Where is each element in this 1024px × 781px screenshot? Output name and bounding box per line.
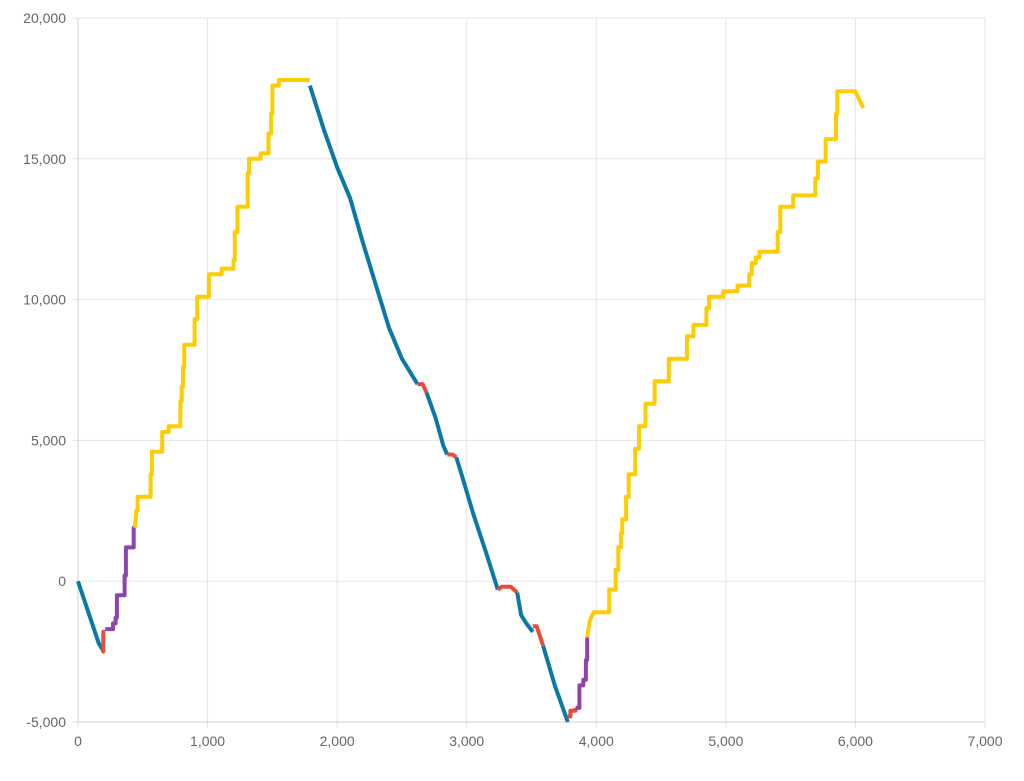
series-segment-blue bbox=[424, 391, 450, 456]
series-segment-yellow bbox=[133, 78, 310, 528]
y-tick-label: 15,000 bbox=[23, 151, 66, 167]
series-segment-red bbox=[567, 707, 578, 719]
series-segment-blue bbox=[541, 645, 570, 723]
series-lines bbox=[76, 78, 866, 723]
y-tick-label: 20,000 bbox=[23, 10, 66, 26]
y-tick-label: -5,000 bbox=[26, 714, 66, 730]
x-tick-label: 5,000 bbox=[708, 733, 743, 749]
series-segment-blue bbox=[454, 456, 500, 591]
x-tick-label: 7,000 bbox=[967, 733, 1002, 749]
series-segment-purple bbox=[105, 525, 136, 632]
series-segment-yellow bbox=[585, 89, 866, 638]
series-segment-red bbox=[100, 629, 106, 654]
series-segment-red bbox=[496, 584, 519, 594]
series-segment-red bbox=[417, 382, 429, 394]
y-tick-label: 0 bbox=[58, 573, 66, 589]
x-tick-label: 3,000 bbox=[449, 733, 484, 749]
series-segment-blue bbox=[307, 84, 420, 386]
tick-labels: 0 1,000 2,000 3,000 4,000 5,000 6,000 7,000 -5,0… bbox=[23, 10, 1003, 749]
x-tick-label: 4,000 bbox=[579, 733, 614, 749]
series-segment-red bbox=[532, 624, 546, 647]
series-segment-red bbox=[447, 452, 458, 459]
grid bbox=[78, 17, 986, 722]
series-segment-blue bbox=[76, 580, 104, 650]
y-tick-label: 5,000 bbox=[31, 432, 66, 448]
x-tick-label: 1,000 bbox=[190, 733, 225, 749]
y-tick-label: 10,000 bbox=[23, 292, 66, 308]
series-segment-blue bbox=[515, 592, 535, 634]
x-tick-label: 6,000 bbox=[838, 733, 873, 749]
x-tick-label: 0 bbox=[74, 733, 82, 749]
axes bbox=[72, 17, 986, 728]
x-tick-label: 2,000 bbox=[320, 733, 355, 749]
series-segment-purple bbox=[575, 637, 590, 710]
